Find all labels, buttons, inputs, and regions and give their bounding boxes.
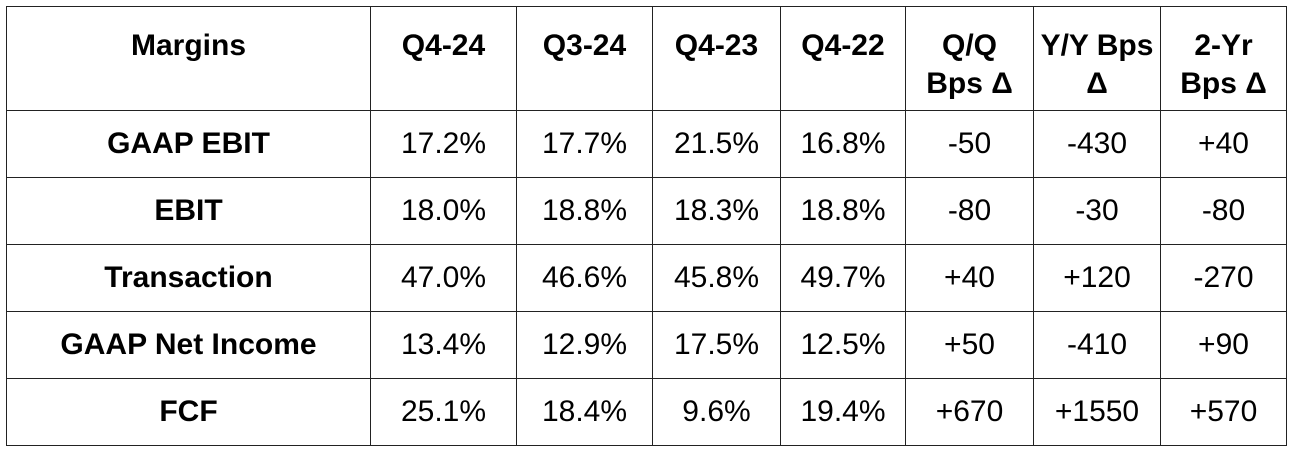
row-label: FCF [6,378,371,446]
header-cell: Q4-23 [652,6,781,111]
table-row: FCF 25.1% 18.4% 9.6% 19.4% +670 +1550 +570 [6,378,1287,446]
header-cell: Q3-24 [516,6,653,111]
table-cell: 19.4% [780,378,906,446]
table-cell: +40 [905,244,1034,312]
table-cell: -30 [1033,177,1161,245]
table-row: EBIT 18.0% 18.8% 18.3% 18.8% -80 -30 -80 [6,177,1287,245]
table-cell: 45.8% [652,244,781,312]
table-cell: -50 [905,110,1034,178]
table-cell: 46.6% [516,244,653,312]
table-cell: +670 [905,378,1034,446]
table-cell: 17.7% [516,110,653,178]
header-row: Margins Q4-24 Q3-24 Q4-23 Q4-22 Q/Q Bps Δ Y/Y … [6,6,1287,111]
header-cell: Q/Q Bps Δ [905,6,1034,111]
header-cell: Q4-24 [370,6,517,111]
row-label: GAAP Net Income [6,311,371,379]
table-cell: 18.8% [780,177,906,245]
row-label: EBIT [6,177,371,245]
margins-table: Margins Q4-24 Q3-24 Q4-23 Q4-22 Q/Q Bps Δ Y/Y … [6,6,1287,446]
table-cell: -430 [1033,110,1161,178]
header-cell: Margins [6,6,371,111]
header-cell: 2-Yr Bps Δ [1160,6,1287,111]
table-cell: 21.5% [652,110,781,178]
table-cell: +120 [1033,244,1161,312]
table-cell: 12.5% [780,311,906,379]
table-body: GAAP EBIT 17.2% 17.7% 21.5% 16.8% -50 -430 +40 E… [6,110,1287,446]
table-cell: +50 [905,311,1034,379]
row-label: Transaction [6,244,371,312]
header-cell: Y/Y Bps Δ [1033,6,1161,111]
table-cell: 12.9% [516,311,653,379]
table-cell: +90 [1160,311,1287,379]
table-cell: -80 [905,177,1034,245]
table-cell: -270 [1160,244,1287,312]
table-cell: 25.1% [370,378,517,446]
table-cell: 18.0% [370,177,517,245]
table-cell: 49.7% [780,244,906,312]
table-cell: 47.0% [370,244,517,312]
header-cell: Q4-22 [780,6,906,111]
table-cell: 17.5% [652,311,781,379]
table-cell: +40 [1160,110,1287,178]
table-cell: -410 [1033,311,1161,379]
table-cell: 9.6% [652,378,781,446]
table-cell: 16.8% [780,110,906,178]
table-cell: -80 [1160,177,1287,245]
table-cell: 18.8% [516,177,653,245]
table-cell: 18.3% [652,177,781,245]
table-row: GAAP Net Income 13.4% 12.9% 17.5% 12.5% +50 -4… [6,311,1287,379]
table-cell: +1550 [1033,378,1161,446]
table-row: GAAP EBIT 17.2% 17.7% 21.5% 16.8% -50 -430 +40 [6,110,1287,178]
table-cell: 17.2% [370,110,517,178]
table-cell: +570 [1160,378,1287,446]
table-cell: 13.4% [370,311,517,379]
table-row: Transaction 47.0% 46.6% 45.8% 49.7% +40 +120 -2… [6,244,1287,312]
table-cell: 18.4% [516,378,653,446]
row-label: GAAP EBIT [6,110,371,178]
